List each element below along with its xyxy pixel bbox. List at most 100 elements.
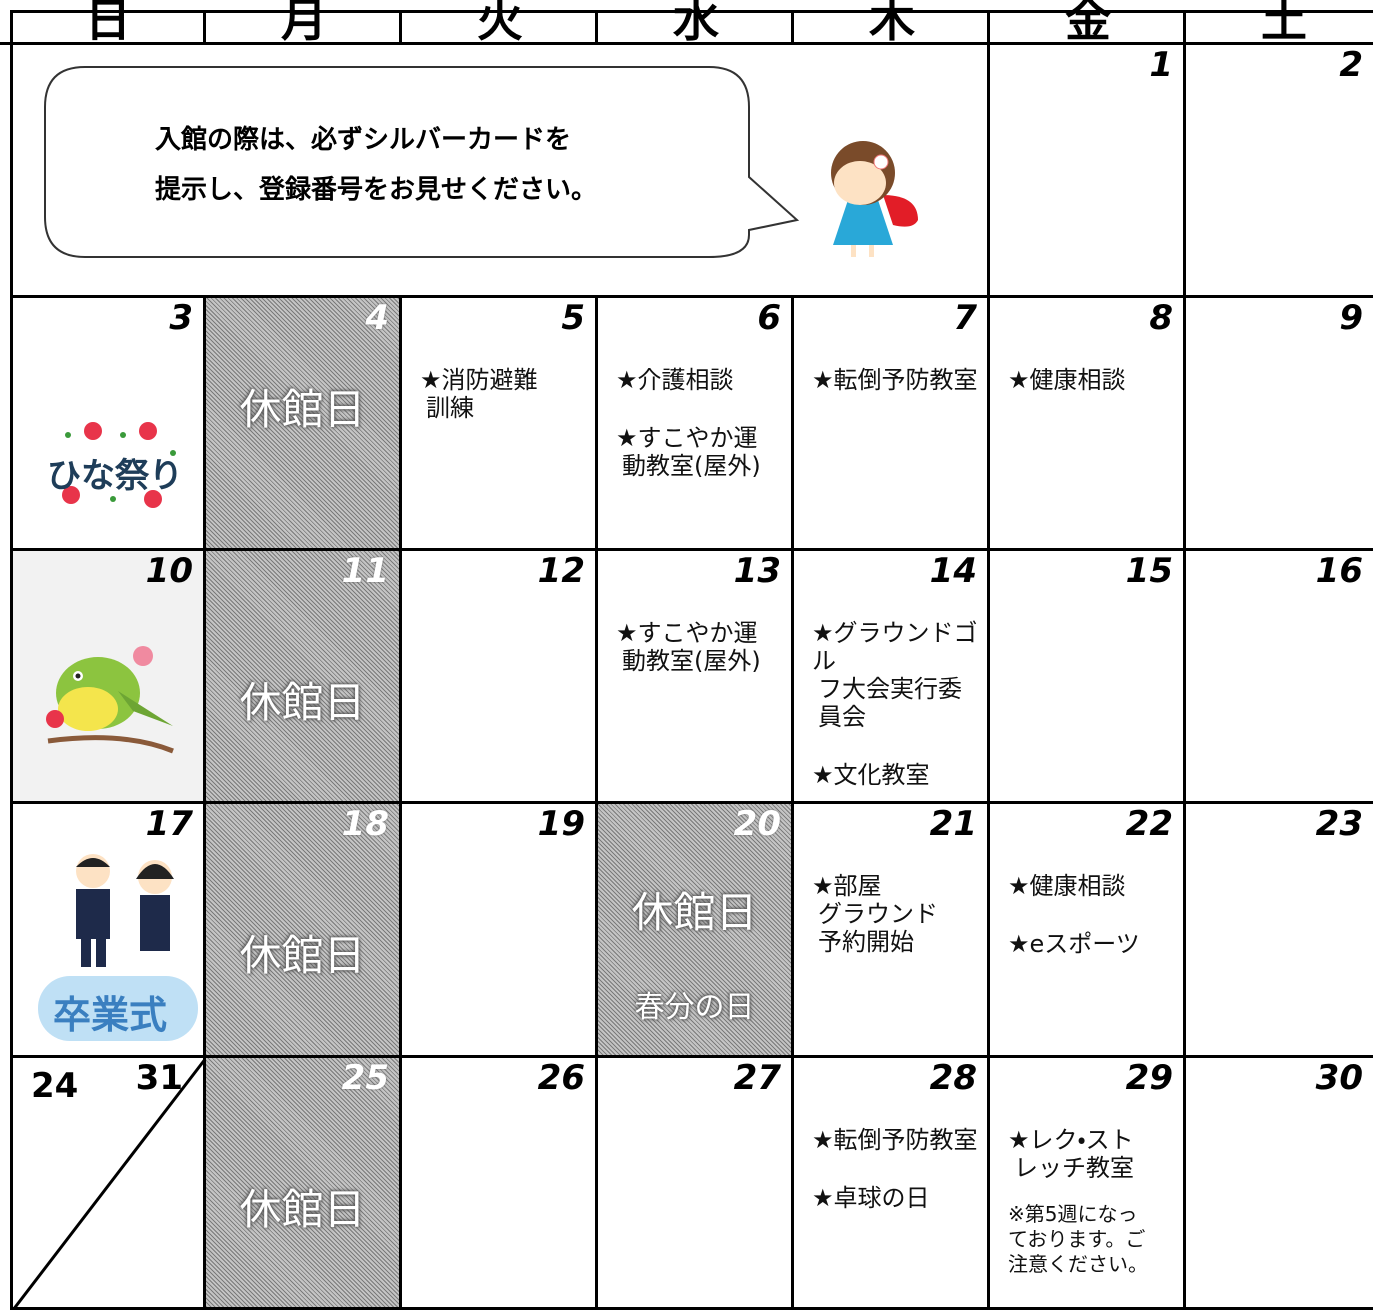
column-line [595, 10, 598, 42]
event: ★レク・スト レッチ教室 [1008, 1126, 1177, 1182]
weekday-label: 金 [1065, 0, 1111, 45]
event: ★部屋 グラウンド 予約開始 [812, 872, 981, 956]
day-number: 12 [537, 551, 585, 591]
event-list: ★レク・スト レッチ教室 ※第5週になっ ております。ご 注意ください。 [1008, 1126, 1177, 1277]
event-line: 動教室(屋外) [622, 647, 761, 675]
event-line: ★消防避難 [420, 366, 538, 394]
day-cell: 19 [402, 804, 598, 1058]
day-number: 5 [561, 298, 585, 338]
day-number: 9 [1339, 298, 1363, 338]
column-line [987, 10, 990, 42]
event: ★すこやか運 動教室(屋外) [616, 424, 785, 480]
weekday-header: 日月火水木金土 [0, 0, 1373, 45]
notice-text: 入館の際は、必ずシルバーカードを 提示し、登録番号をお見せください。 [155, 115, 597, 215]
event-list: ★健康相談 [1008, 366, 1177, 424]
note-line: ております。ご [1008, 1227, 1146, 1251]
day-number: 24 [31, 1066, 79, 1106]
day-cell: 17 卒業式 [10, 804, 206, 1058]
event-list: ★介護相談 ★すこやか運 動教室(屋外) [616, 366, 785, 510]
day-number: 1 [1149, 45, 1173, 85]
event-line: ★健康相談 [1008, 366, 1126, 394]
day-cell: 4 休館日 [206, 298, 402, 551]
day-cell: 9 [1186, 298, 1373, 551]
event: ★介護相談 [616, 366, 785, 394]
bubble-shape [44, 66, 800, 258]
day-number: 11 [341, 551, 389, 591]
event: ★eスポーツ [1008, 930, 1177, 958]
day-number: 21 [929, 804, 977, 844]
weekday-label: 水 [673, 0, 719, 45]
event: ★グラウンドゴル フ大会実行委員会 [812, 619, 981, 731]
event-list: ★健康相談 ★eスポーツ [1008, 872, 1177, 988]
event: ★文化教室 [812, 761, 981, 789]
note-line: ※第5週になっ [1008, 1202, 1138, 1226]
event-list: ★消防避難 訓練 [420, 366, 589, 452]
day-cell: 6 ★介護相談 ★すこやか運 動教室(屋外) [598, 298, 794, 551]
event: ★転倒予防教室 [812, 1126, 981, 1154]
event-list: ★転倒予防教室 ★卓球の日 [812, 1126, 981, 1242]
day-number: 20 [733, 804, 781, 844]
day-cell: 3 ひな祭り [10, 298, 206, 551]
day-cell: 16 [1186, 551, 1373, 804]
event-line: 予約開始 [818, 928, 914, 956]
label-cloud [38, 976, 198, 1041]
day-number: 14 [929, 551, 977, 591]
notice-line: 入館の際は、必ずシルバーカードを [155, 125, 572, 155]
day-cell: 22 ★健康相談 ★eスポーツ [990, 804, 1186, 1058]
weekday-label: 火 [477, 0, 523, 45]
event-line: ★レク・スト [1008, 1126, 1134, 1154]
event-line: 動教室(屋外) [622, 452, 761, 480]
day-cell: 28 ★転倒予防教室 ★卓球の日 [794, 1058, 990, 1310]
event-line: ★グラウンドゴル [812, 619, 978, 675]
day-number: 28 [929, 1058, 977, 1098]
day-number: 19 [537, 804, 585, 844]
notice-line: 提示し、登録番号をお見せください。 [155, 175, 598, 205]
day-number: 15 [1125, 551, 1173, 591]
day-cell: 18 休館日 [206, 804, 402, 1058]
students [76, 854, 174, 967]
split-line [13, 1059, 203, 1307]
weekday-label: 日 [85, 0, 131, 45]
day-number: 23 [1315, 804, 1363, 844]
day-number: 2 [1339, 45, 1363, 85]
closed-label: 休館日 [239, 1185, 366, 1234]
event-line: ★すこやか運 [616, 424, 758, 452]
day-number: 18 [341, 804, 389, 844]
day-number: 4 [365, 298, 389, 338]
event-list: ★グラウンドゴル フ大会実行委員会 ★文化教室 [812, 619, 981, 801]
weekday-label: 土 [1261, 0, 1307, 45]
day-number: 3 [169, 298, 193, 338]
event: ★転倒予防教室 [812, 366, 981, 394]
event-line: グラウンド [818, 900, 938, 928]
closed-label: 休館日 [239, 385, 366, 434]
column-line [791, 10, 794, 42]
event-line: ★卓球の日 [812, 1184, 930, 1212]
day-cell: 13 ★すこやか運 動教室(屋外) [598, 551, 794, 804]
day-cell: 27 [598, 1058, 794, 1310]
day-cell: 11 休館日 [206, 551, 402, 804]
event: ★健康相談 [1008, 872, 1177, 900]
day-number: 8 [1149, 298, 1173, 338]
closed-label: 休館日 [239, 931, 366, 980]
day-number: 30 [1315, 1058, 1363, 1098]
event-line: レッチ教室 [1014, 1154, 1134, 1182]
day-cell: 15 [990, 551, 1186, 804]
day-number: 27 [733, 1058, 781, 1098]
day-number: 13 [733, 551, 781, 591]
day-cell: 20 休館日 春分の日 [598, 804, 794, 1058]
column-line [1183, 10, 1186, 42]
day-number: 29 [1125, 1058, 1173, 1098]
day-cell: 7 ★転倒予防教室 [794, 298, 990, 551]
day-cell: 24 31 [10, 1058, 206, 1310]
day-number: 7 [953, 298, 977, 338]
column-line [203, 10, 206, 42]
day-cell: 25 休館日 [206, 1058, 402, 1310]
event: ★卓球の日 [812, 1184, 981, 1212]
event-line: フ大会実行委員会 [818, 675, 962, 731]
event: ★健康相談 [1008, 366, 1177, 394]
event-line: ★健康相談 [1008, 872, 1126, 900]
event-line: ★転倒予防教室 [812, 366, 978, 394]
closed-label: 休館日 [239, 678, 366, 727]
event-list: ★転倒予防教室 [812, 366, 981, 424]
